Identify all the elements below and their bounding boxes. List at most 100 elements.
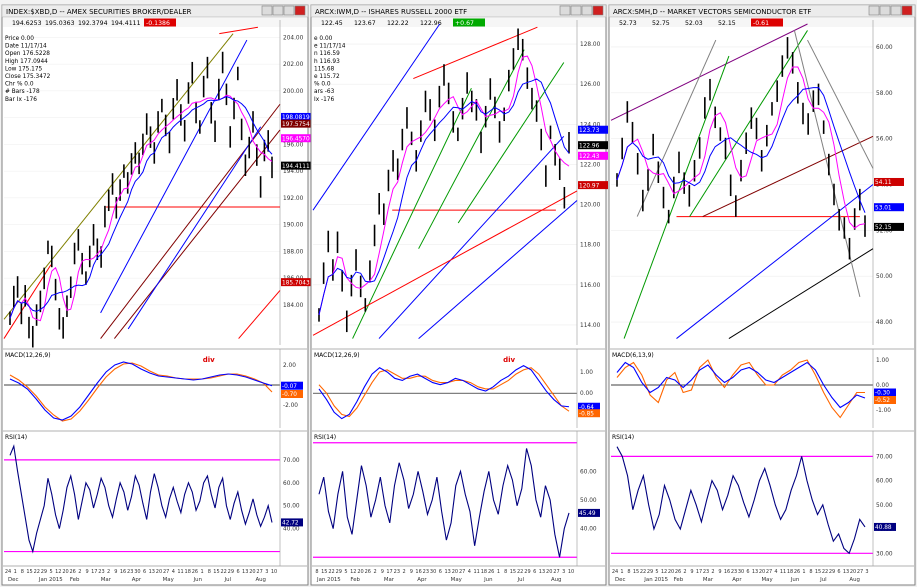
minimize-icon <box>261 5 273 16</box>
price-tick-label: 194.00 <box>283 169 304 175</box>
x-month-label: Jul <box>517 577 525 583</box>
info-line: % 0.0 <box>314 82 331 88</box>
x-tick-label: 2 <box>711 569 714 575</box>
maximize-icon <box>570 5 582 16</box>
info-line: High 177.0944 <box>5 59 48 65</box>
x-tick-label: 10 <box>271 569 277 575</box>
x-tick-label: 20 <box>850 569 856 575</box>
trend-line <box>457 62 565 224</box>
x-tick-label: 2 <box>107 569 110 575</box>
x-tick-label: 15 <box>633 569 639 575</box>
rsi-label: RSI(14) <box>5 434 27 441</box>
divergence-label: div <box>203 356 215 364</box>
info-line: Close 175.3472 <box>5 74 51 80</box>
header-value-0: 122.45 <box>321 20 343 27</box>
macd-value-label: -0.52 <box>875 398 890 404</box>
x-tick-label: 15 <box>213 569 219 575</box>
rsi-value-label: 42.72 <box>282 521 299 527</box>
ma-value-badge <box>281 278 311 287</box>
change-badge <box>453 18 485 27</box>
price-tick-label: 128.00 <box>580 42 601 48</box>
x-tick-label: 15 <box>510 569 516 575</box>
x-tick-label: 22 <box>34 569 40 575</box>
x-tick-label: 8 <box>504 569 507 575</box>
macd-label: MACD(6,13,9) <box>612 352 654 359</box>
chart-pane-1: INDEX:$XBD,D -- AMEX SECURITIES BROKER/D… <box>1 4 311 586</box>
ma-fast-line <box>318 55 570 316</box>
rsi-tick-label: 70.00 <box>876 454 893 460</box>
macd-tick-label: 2.00 <box>283 363 296 369</box>
x-tick-label: 29 <box>524 569 530 575</box>
x-tick-label: 23 <box>703 569 709 575</box>
x-tick-label: 16 <box>120 569 126 575</box>
change-badge <box>751 18 783 27</box>
x-month-label: Mar <box>384 577 395 583</box>
close-icon <box>901 5 913 16</box>
x-month-label: Feb <box>350 577 360 583</box>
rsi-label: RSI(14) <box>612 434 634 441</box>
info-line: Price 0.00 <box>5 36 34 42</box>
x-tick-label: 3 <box>865 569 868 575</box>
x-tick-label: 22 <box>640 569 646 575</box>
macd-signal-line <box>318 367 570 418</box>
x-tick-label: 26 <box>488 569 494 575</box>
trend-line <box>114 129 281 339</box>
x-tick-label: 8 <box>809 569 812 575</box>
x-tick-label: 13 <box>843 569 849 575</box>
macd-value-label: -0.07 <box>282 384 297 390</box>
x-month-label: Dec <box>8 577 18 583</box>
x-tick-label: 23 <box>98 569 104 575</box>
x-tick-label: 8 <box>21 569 24 575</box>
macd-value-label: -0.64 <box>579 405 594 411</box>
x-tick-label: 30 <box>430 569 436 575</box>
x-tick-label: 13 <box>242 569 248 575</box>
macd-line <box>616 361 866 409</box>
price-tick-label: 184.00 <box>283 303 304 309</box>
trend-line <box>676 184 874 339</box>
x-tick-label: 11 <box>473 569 479 575</box>
x-tick-label: 29 <box>228 569 234 575</box>
x-tick-label: 20 <box>546 569 552 575</box>
info-line: Ix -176 <box>314 97 334 103</box>
x-month-label: Mar <box>703 577 714 583</box>
x-tick-label: 3 <box>265 569 268 575</box>
trend-line <box>610 23 808 121</box>
x-month-label: Aug <box>849 577 860 583</box>
info-line: e 11/17/14 <box>314 44 346 50</box>
price-tick-label: 58.00 <box>876 91 893 97</box>
x-tick-label: 27 <box>766 569 772 575</box>
trend-line <box>728 248 874 340</box>
ma-value-label: 54.11 <box>875 180 892 186</box>
x-tick-label: 6 <box>236 569 239 575</box>
header-value-0: 194.6253 <box>12 20 42 27</box>
x-tick-label: 13 <box>149 569 155 575</box>
trend-line <box>807 39 874 169</box>
x-tick-label: 27 <box>459 569 465 575</box>
ma-value-label: 120.97 <box>579 183 600 189</box>
price-tick-label: 48.00 <box>876 320 893 326</box>
x-month-label: Aug <box>255 577 266 583</box>
header-value-0: 52.73 <box>619 20 637 27</box>
x-month-label: May <box>451 577 463 583</box>
macd-value-badge <box>578 409 600 418</box>
chart-title: ARCX:SMH,D -- MARKET VECTORS SEMICONDUCT… <box>613 8 811 16</box>
trend-line <box>238 290 281 339</box>
chart-pane-3: ARCX:SMH,D -- MARKET VECTORS SEMICONDUCT… <box>608 4 916 586</box>
pane-frame <box>1 4 309 586</box>
trend-line <box>418 49 525 249</box>
x-tick-label: 26 <box>192 569 198 575</box>
ma-value-label: 198.0819 <box>282 115 310 121</box>
rsi-tick-label: 60.00 <box>580 469 597 475</box>
header-value-3: 194.4111 <box>111 20 141 27</box>
x-tick-label: 9 <box>690 569 693 575</box>
title-bar <box>310 4 607 18</box>
rsi-value-badge <box>281 518 303 527</box>
ma-mid-line <box>9 96 273 319</box>
x-month-label: Apr <box>732 577 742 583</box>
x-tick-label: 13 <box>752 569 758 575</box>
x-month-label: Jun <box>483 577 492 583</box>
price-tick-label: 50.00 <box>876 274 893 280</box>
macd-tick-label: -2.00 <box>283 403 298 409</box>
restore-icon <box>890 5 902 16</box>
trend-line <box>413 26 538 80</box>
